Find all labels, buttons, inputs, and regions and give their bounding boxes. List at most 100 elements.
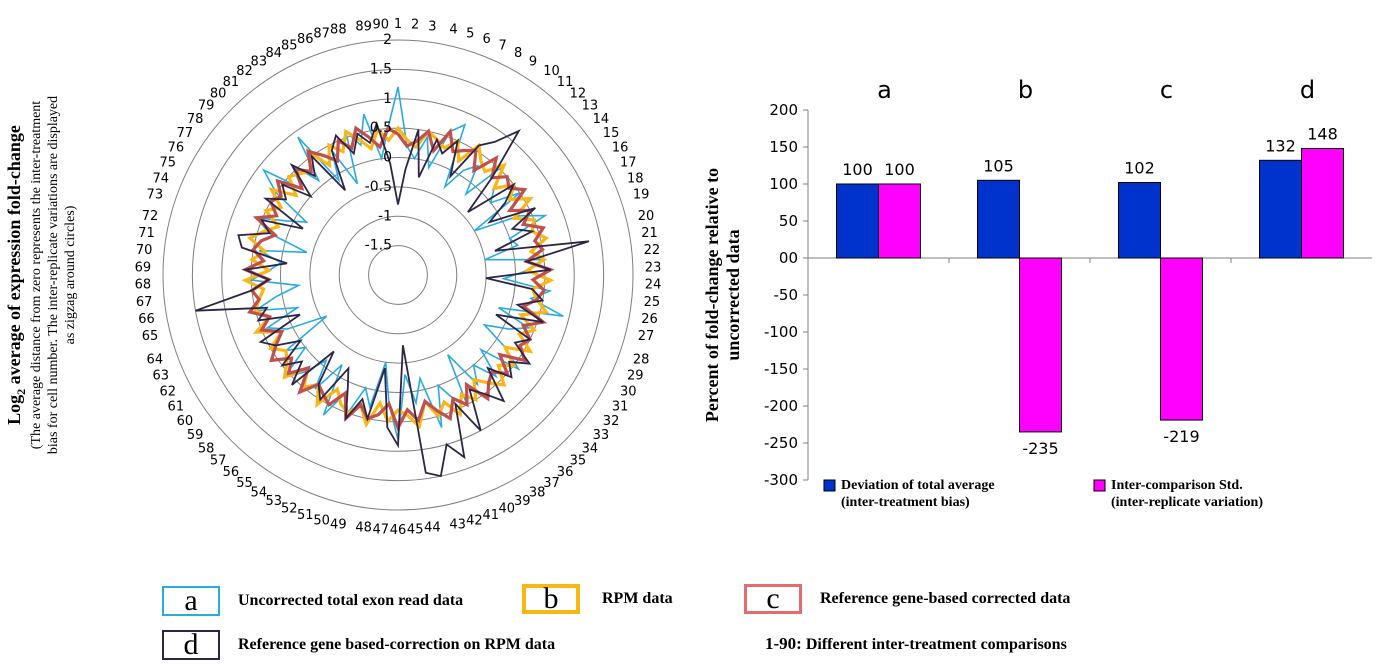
- bar-data-label: 105: [983, 156, 1014, 175]
- radar-category-label: 17: [620, 156, 637, 171]
- radar-category-label: 59: [187, 428, 204, 443]
- radar-category-label: 57: [210, 454, 227, 469]
- legend-swatch-a: a: [162, 586, 220, 616]
- bar-legend-label-1: (inter-treatment bias): [841, 495, 970, 510]
- radar-tick-label: -0.5: [365, 179, 392, 195]
- radar-category-label: 2: [411, 18, 419, 33]
- radar-category-label: 51: [297, 508, 314, 523]
- radar-tick-labels: 2 1.5 1 0.5 0 -0.5 -1 -1.5: [365, 32, 392, 254]
- radar-category-label: 64: [147, 352, 164, 367]
- radar-category-label: 23: [645, 260, 662, 275]
- radar-category-label: 18: [627, 172, 644, 187]
- bar-y-tick-label: 50: [779, 212, 798, 230]
- radar-category-label: 4: [449, 22, 457, 37]
- bar-d-series-1: [1259, 159, 1302, 259]
- radar-category-label: 37: [543, 476, 560, 491]
- radar-category-label: 61: [168, 400, 185, 415]
- radar-category-label: 32: [603, 414, 620, 429]
- radar-ring: [162, 39, 634, 511]
- radar-ring: [280, 157, 516, 393]
- legend-key-a: a: [184, 584, 198, 617]
- radar-category-label: 33: [593, 428, 610, 443]
- radar-chart: Log2 average of expression fold-change (T…: [4, 17, 662, 538]
- radar-category-label: 45: [407, 522, 424, 537]
- radar-category-label: 87: [313, 27, 330, 42]
- radar-category-label: 6: [483, 32, 491, 47]
- radar-category-label: 70: [136, 243, 153, 258]
- radar-category-label: 5: [466, 27, 474, 42]
- radar-series-group: [195, 86, 590, 478]
- bar-y-tick-label: -300: [764, 471, 798, 489]
- bar-category-label: c: [1160, 76, 1173, 104]
- radar-category-label: 3: [428, 19, 436, 34]
- bar-y-tick-label: -100: [764, 323, 798, 341]
- radar-category-label: 31: [612, 400, 629, 415]
- radar-ylabel-note-line: as zigzag around circles): [63, 205, 78, 344]
- bar-axis: 200 150 100 50 00 -50 -100 -150 -200 -250 -300: [764, 101, 1372, 489]
- bar-ylabel-line: Percent of fold-change relative to: [702, 168, 722, 422]
- radar-category-label: 10: [543, 64, 560, 79]
- radar-ring: [191, 68, 605, 482]
- radar-ylabel-note-line: bias for cell number. The inter-replicat…: [46, 96, 61, 454]
- radar-category-label: 11: [557, 75, 574, 90]
- radar-category-label: 86: [297, 32, 314, 47]
- bar-y-tick-label: -250: [764, 434, 798, 452]
- radar-tick-label: 1: [383, 91, 392, 107]
- bar-data-label: 102: [1124, 159, 1155, 178]
- legend-item-a: a Uncorrected total exon read data: [162, 586, 463, 616]
- bar-a-series-1: [836, 183, 879, 259]
- radar-category-label: 89: [355, 19, 372, 34]
- bar-y-tick-label: 150: [769, 138, 798, 156]
- bar-y-tick-label: 200: [769, 101, 798, 119]
- radar-category-label: 27: [638, 329, 655, 344]
- bar-d-series-2: [1301, 147, 1344, 259]
- radar-category-label: 30: [620, 384, 637, 399]
- radar-category-label: 15: [603, 126, 620, 141]
- bar-ylabel-group: Percent of fold-change relative to uncorr…: [702, 168, 743, 422]
- radar-category-label: 47: [373, 522, 390, 537]
- bar-y-tick-label: -150: [764, 360, 798, 378]
- radar-category-label: 50: [313, 513, 330, 528]
- radar-category-label: 43: [449, 518, 466, 533]
- bar-legend: Deviation of total average (inter-treatme…: [823, 478, 1263, 510]
- legend-key-b: b: [543, 582, 559, 615]
- bar-chart: Percent of fold-change relative to uncorr…: [702, 76, 1372, 510]
- bar-legend-swatch-2: [1093, 479, 1106, 492]
- radar-category-label: 49: [330, 518, 347, 533]
- bar-a-series-2: [878, 183, 921, 259]
- radar-category-label: 77: [177, 126, 194, 141]
- bar-data-label: 132: [1265, 136, 1296, 155]
- radar-ring: [338, 215, 458, 335]
- radar-ring: [368, 245, 428, 305]
- bar-ylabel-line: uncorrected data: [723, 229, 743, 360]
- bar-legend-label-2: (inter-replicate variation): [1111, 495, 1263, 510]
- bar-data-label: 100: [842, 160, 873, 179]
- radar-ring: [309, 186, 487, 364]
- radar-category-label: 8: [514, 46, 522, 61]
- radar-category-label: 76: [168, 141, 185, 156]
- radar-category-label: 39: [514, 494, 531, 509]
- radar-category-label: 66: [138, 312, 155, 327]
- legend-item-b: b RPM data: [522, 584, 673, 614]
- radar-tick-label: 0: [383, 150, 392, 166]
- radar-category-label: 68: [135, 278, 152, 293]
- bar-category-label: a: [877, 76, 892, 104]
- radar-category-label: 21: [641, 226, 658, 241]
- bar-y-tick-label: 100: [769, 175, 798, 193]
- bar-legend-label-1: Deviation of total average: [841, 478, 995, 493]
- radar-category-label: 56: [223, 465, 240, 480]
- radar-ring: [221, 98, 575, 452]
- radar-category-label: 28: [633, 352, 650, 367]
- bar-bars: a 100 100 b 105 -235 c 102 -219 d 132 148: [836, 76, 1344, 458]
- bar-data-label: 100: [884, 160, 915, 179]
- radar-category-label: 14: [593, 112, 610, 127]
- radar-tick-label: 0.5: [370, 120, 392, 136]
- radar-category-label: 71: [138, 226, 155, 241]
- legend-swatch-c: c: [744, 584, 802, 614]
- radar-ylabel-rotated: Log2 average of expression fold-change (T…: [4, 96, 78, 454]
- radar-category-label: 85: [281, 38, 298, 53]
- radar-ylabel: Log2 average of expression fold-change: [4, 125, 28, 425]
- radar-category-label: 63: [152, 369, 169, 384]
- bar-category-label: b: [1018, 76, 1033, 104]
- radar-ylabel-prefix: Log: [4, 395, 24, 425]
